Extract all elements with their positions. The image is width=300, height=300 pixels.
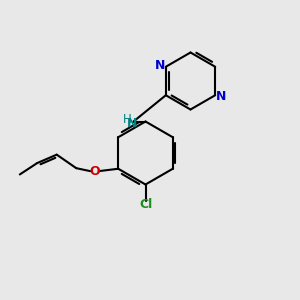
- Text: O: O: [89, 165, 100, 178]
- Text: H: H: [122, 112, 131, 126]
- Text: Cl: Cl: [139, 198, 152, 211]
- Text: N: N: [155, 59, 166, 72]
- Text: N: N: [127, 117, 137, 130]
- Text: N: N: [215, 90, 226, 103]
